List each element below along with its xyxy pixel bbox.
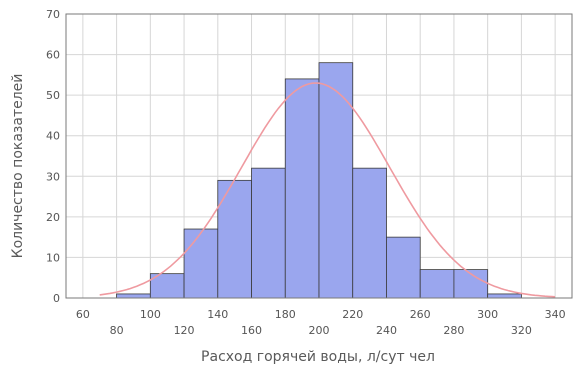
histogram-bar [149,273,185,299]
histogram-bar [116,293,151,299]
y-tick-label: 70 [46,8,60,21]
y-tick-label: 20 [46,211,60,224]
x-tick-label: 340 [545,308,566,321]
histogram-bar [284,78,320,299]
y-axis-title: Количество показателей [10,74,26,259]
histogram-bar [318,62,354,299]
y-tick-label: 40 [46,130,60,143]
y-tick-labels: 0 10 20 30 40 50 60 70 [46,8,60,305]
histogram-bar [419,269,455,299]
x-tick-label: 260 [410,308,431,321]
x-tick-label: 240 [376,324,397,337]
x-tick-label: 220 [342,308,363,321]
x-tick-label: 300 [477,308,498,321]
x-tick-label: 160 [241,324,262,337]
x-tick-label: 140 [207,308,228,321]
y-tick-label: 60 [46,49,60,62]
y-tick-label: 10 [46,251,60,264]
histogram-bar [352,167,387,299]
histogram-bar [487,293,522,299]
y-tick-label: 30 [46,170,60,183]
y-tick-label: 50 [46,89,60,102]
histogram-bars [116,62,522,299]
x-tick-label: 320 [511,324,532,337]
x-tick-label: 180 [275,308,296,321]
histogram-bar [183,228,219,299]
x-tick-label: 200 [309,324,330,337]
x-tick-label: 100 [140,308,161,321]
histogram-bar [251,167,286,299]
x-tick-label: 280 [443,324,464,337]
histogram-bar [386,236,421,299]
y-tick-label: 0 [53,292,60,305]
x-tick-label: 120 [174,324,195,337]
normal-curve [99,82,556,298]
x-tick-label: 80 [110,324,124,337]
plot-frame [65,13,573,299]
x-tick-label: 60 [76,308,90,321]
x-axis-title: Расход горячей воды, л/сут чел [201,349,435,365]
x-tick-labels: 60 100 140 180 220 260 300 340 80 120 160 200 240 280… [76,308,566,337]
